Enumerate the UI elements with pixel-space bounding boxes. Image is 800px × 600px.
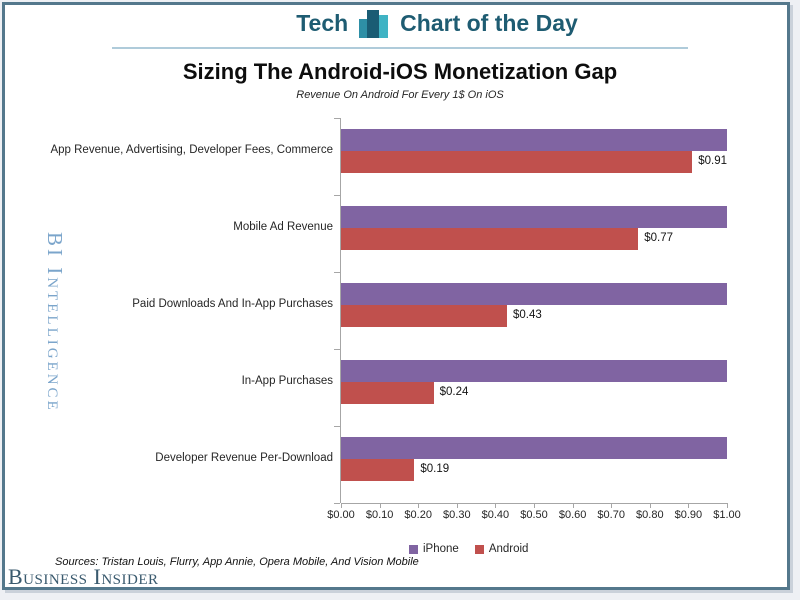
legend-item-iphone: iPhone <box>409 543 459 555</box>
y-axis-tick <box>334 195 340 196</box>
sources-note: Sources: Tristan Louis, Flurry, App Anni… <box>55 556 419 568</box>
data-label: $0.91 <box>698 155 728 167</box>
header-underline <box>112 47 688 49</box>
x-axis-tick <box>611 503 613 508</box>
bar-iphone <box>341 437 727 459</box>
x-tick-label: $0.50 <box>520 509 548 521</box>
category-label: In-App Purchases <box>241 375 333 387</box>
x-tick-label: $0.30 <box>443 509 471 521</box>
chart-legend: iPhone Android <box>409 543 528 555</box>
legend-swatch <box>474 544 484 554</box>
x-tick-label: $1.00 <box>713 509 741 521</box>
category-label: Developer Revenue Per-Download <box>155 452 333 464</box>
x-tick-label: $0.90 <box>674 509 703 521</box>
data-label: $0.24 <box>439 386 469 398</box>
chart-title: Sizing The Android-iOS Monetization Gap <box>182 59 618 84</box>
x-tick-label: $0.80 <box>636 509 664 521</box>
x-axis-tick <box>379 503 381 508</box>
x-axis-tick <box>341 503 342 508</box>
y-axis-tick <box>334 503 340 504</box>
x-tick-label: $0.40 <box>481 509 510 521</box>
bar-android <box>341 151 693 173</box>
bar-iphone <box>341 360 727 382</box>
x-axis-tick <box>572 503 574 508</box>
header-title: Chart of the Day <box>400 9 578 36</box>
data-label: $0.43 <box>512 309 542 321</box>
bar-chart-icon <box>359 10 389 38</box>
legend-label: iPhone <box>423 543 459 555</box>
x-tick-label: $0.00 <box>327 509 355 521</box>
bar-android <box>341 305 507 327</box>
x-axis-tick <box>456 503 458 508</box>
x-axis-tick <box>418 503 420 508</box>
x-tick-label: $0.70 <box>597 509 625 521</box>
x-tick-label: $0.60 <box>558 509 587 521</box>
y-axis <box>340 118 341 503</box>
bar-android <box>341 459 415 481</box>
bar-iphone <box>341 206 727 228</box>
x-axis-tick <box>727 503 728 508</box>
data-label: $0.19 <box>420 463 450 475</box>
bar-android <box>341 228 639 250</box>
legend-swatch <box>409 544 418 554</box>
x-axis-tick <box>534 503 535 508</box>
x-axis-tick <box>688 503 690 508</box>
y-axis-tick <box>334 349 340 350</box>
header-brand: Tech <box>296 9 349 36</box>
bi-intelligence-watermark: BI Intelligence <box>43 232 67 413</box>
y-axis-tick <box>334 118 340 119</box>
x-axis-tick <box>649 503 651 508</box>
legend-label: Android <box>488 543 529 555</box>
y-axis-tick <box>334 426 340 427</box>
y-axis-tick <box>334 272 340 273</box>
business-insider-logo: Business Insider <box>8 564 159 589</box>
category-label: Mobile Ad Revenue <box>233 221 333 233</box>
data-label: $0.77 <box>644 232 673 244</box>
x-tick-label: $0.20 <box>404 509 432 521</box>
x-axis-tick <box>495 503 497 508</box>
chart-subtitle: Revenue On Android For Every 1$ On iOS <box>296 89 504 101</box>
bar-iphone <box>341 283 727 305</box>
x-tick-label: $0.10 <box>365 509 394 521</box>
category-label: Paid Downloads And In-App Purchases <box>132 298 333 310</box>
bar-iphone <box>341 129 727 151</box>
header: Tech Chart of the Day <box>37 8 800 38</box>
category-label: App Revenue, Advertising, Developer Fees… <box>50 144 333 156</box>
bar-android <box>341 382 434 404</box>
legend-item-android: Android <box>474 543 529 555</box>
